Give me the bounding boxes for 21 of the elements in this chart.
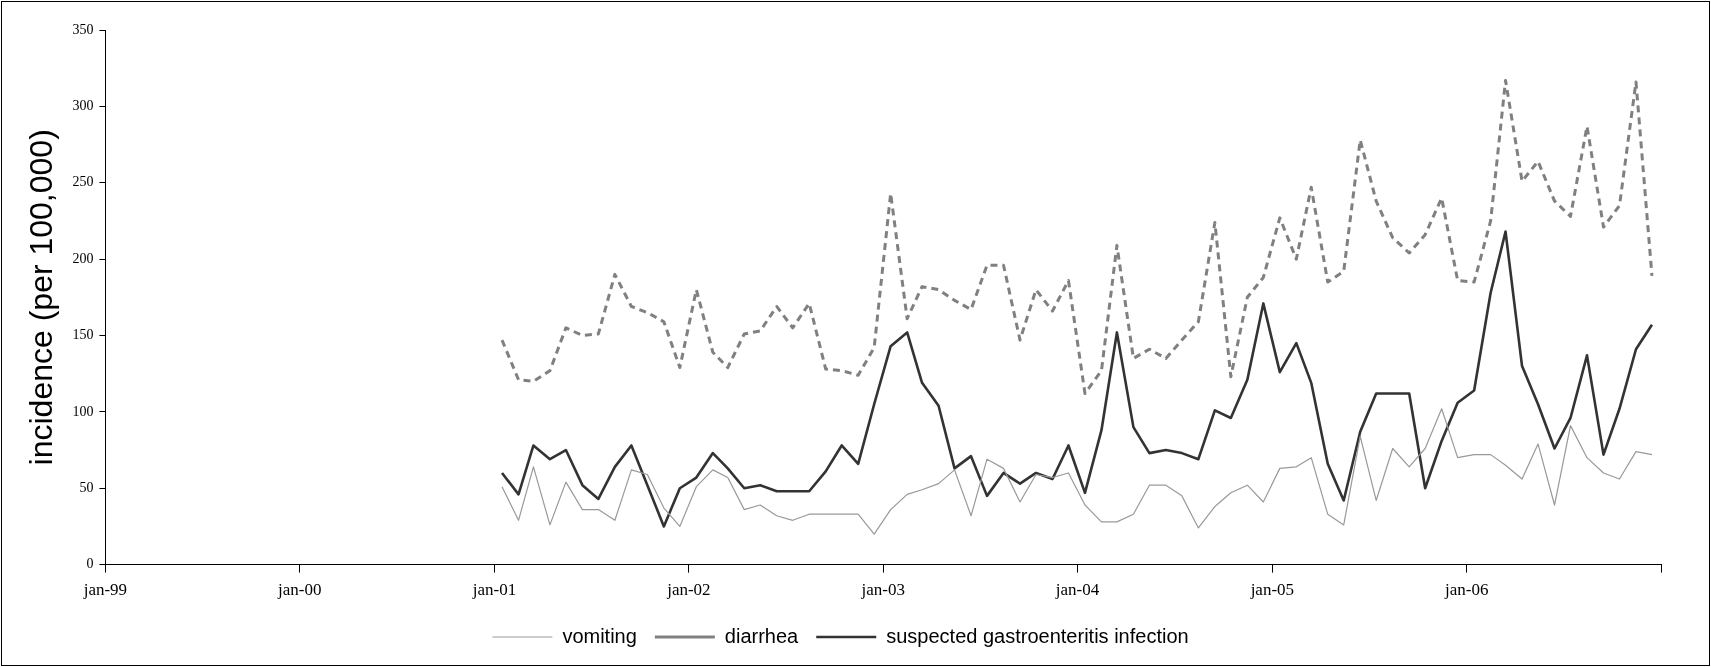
legend-label: diarrhea <box>724 624 800 647</box>
y-tick-label: 350 <box>72 21 94 37</box>
x-tick-label: jan-01 <box>471 580 517 600</box>
y-tick-label: 250 <box>72 174 94 190</box>
legend-label: suspected gastroenteritis infection <box>886 624 1189 647</box>
x-tick-label: jan-02 <box>666 580 711 600</box>
x-tick-label: jan-05 <box>1249 580 1295 600</box>
y-tick-label: 100 <box>72 403 94 419</box>
x-tick-label: jan-00 <box>277 580 322 600</box>
legend-label: vomiting <box>562 624 637 647</box>
y-axis-title: incidence (per 100,000) <box>23 129 60 466</box>
y-tick-label: 300 <box>72 98 94 114</box>
y-tick-label: 0 <box>86 556 94 572</box>
line-series <box>500 78 1654 396</box>
x-tick-label: jan-99 <box>82 580 128 600</box>
x-tick-label: jan-03 <box>860 580 905 600</box>
y-tick-label: 150 <box>72 327 94 343</box>
x-tick-label: jan-06 <box>1443 580 1489 600</box>
x-tick-label: jan-04 <box>1054 580 1100 600</box>
y-tick-label: 200 <box>72 250 94 266</box>
y-tick-label: 50 <box>79 479 94 495</box>
